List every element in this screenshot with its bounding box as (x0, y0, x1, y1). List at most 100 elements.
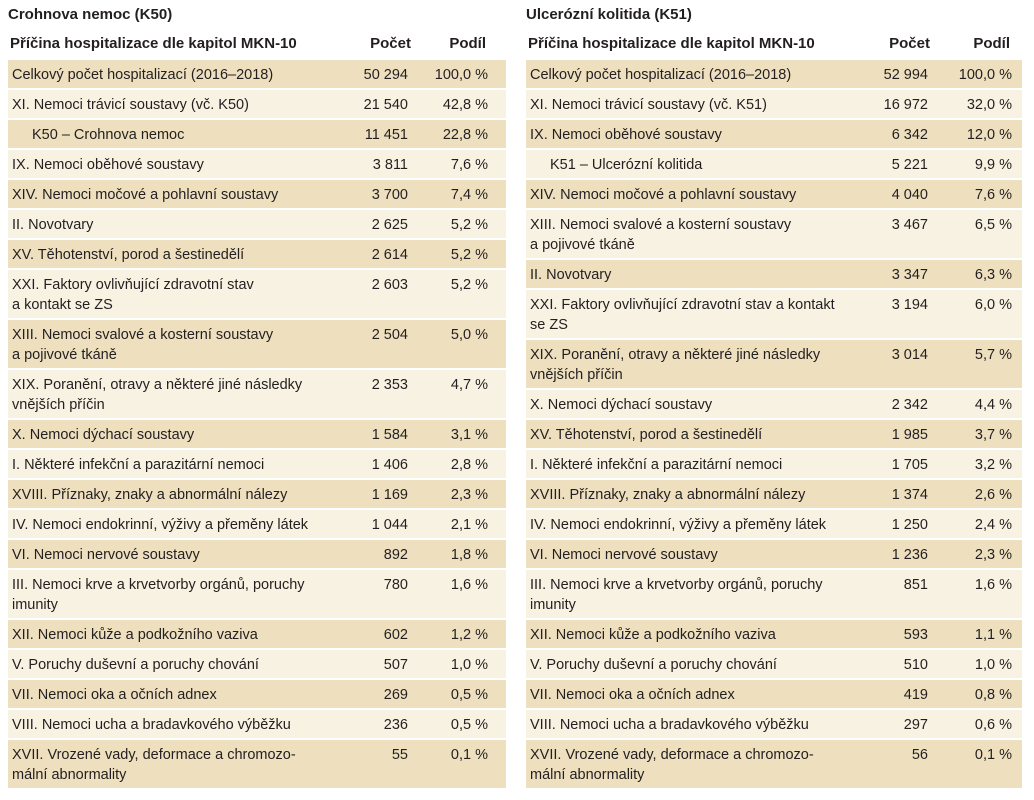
table-row: XII. Nemoci kůže a podkožního vaziva 602 1… (8, 620, 506, 650)
row-share: 1,8 % (450, 547, 488, 563)
row-label: XV. Těhotenství, porod a šestinedělí (12, 247, 245, 263)
row-share: 4,7 % (450, 377, 488, 393)
row-label: VII. Nemoci oka a očních adnex (530, 687, 735, 703)
row-label: XXI. Faktory ovlivňující zdravotní stav … (530, 297, 835, 333)
crohn-table-header: Příčina hospitalizace dle kapitol MKN-10… (8, 30, 506, 58)
row-share: 5,2 % (450, 247, 488, 263)
row-share: 5,0 % (450, 327, 488, 343)
row-count: 236 (383, 717, 408, 733)
table-row: VI. Nemoci nervové soustavy 1 236 2,3 % (526, 540, 1022, 570)
row-count: 52 994 (883, 67, 928, 83)
table-row: X. Nemoci dýchací soustavy 2 342 4,4 % (526, 390, 1022, 420)
row-label: XII. Nemoci kůže a podkožního vaziva (530, 627, 776, 643)
row-share: 1,6 % (450, 577, 488, 593)
table-row: XIV. Nemoci močové a pohlavní soustavy 4 … (526, 180, 1022, 210)
row-label: XIII. Nemoci svalové a kosterní soustavy… (12, 327, 274, 363)
row-count: 297 (903, 717, 928, 733)
header-count: Počet (889, 35, 930, 52)
row-count: 2 353 (371, 377, 408, 393)
row-share: 2,1 % (450, 517, 488, 533)
table-row: I. Některé infekční a parazitární nemoci… (526, 450, 1022, 480)
row-label: XIII. Nemoci svalové a kosterní soustavy… (530, 217, 792, 253)
table-row: XVIII. Příznaky, znaky a abnormální nále… (526, 480, 1022, 510)
header-share: Podíl (973, 35, 1010, 52)
row-share: 100,0 % (958, 67, 1012, 83)
row-label: VIII. Nemoci ucha a bradavkového výběžku (530, 717, 809, 733)
row-label: XIV. Nemoci močové a pohlavní soustavy (12, 187, 279, 203)
row-share: 3,7 % (974, 427, 1012, 443)
row-count: 510 (903, 657, 928, 673)
row-count: 892 (383, 547, 408, 563)
table-row: XXI. Faktory ovlivňující zdravotní stav … (8, 270, 506, 320)
table-row: II. Novotvary 3 347 6,3 % (526, 260, 1022, 290)
row-label: I. Některé infekční a parazitární nemoci (12, 457, 265, 473)
row-label: XVII. Vrozené vady, deformace a chromozo… (530, 747, 814, 783)
row-count: 780 (383, 577, 408, 593)
table-row: XIX. Poranění, otravy a některé jiné nás… (8, 370, 506, 420)
row-share: 0,1 % (974, 747, 1012, 763)
row-count: 2 342 (891, 397, 928, 413)
row-count: 1 169 (371, 487, 408, 503)
row-count: 419 (903, 687, 928, 703)
row-share: 7,6 % (974, 187, 1012, 203)
row-label: III. Nemoci krve a krvetvorby orgánů, po… (12, 577, 305, 613)
table-row: VIII. Nemoci ucha a bradavkového výběžku… (8, 710, 506, 740)
row-label: IX. Nemoci oběhové soustavy (530, 127, 722, 143)
row-count: 3 811 (372, 157, 408, 173)
table-row: I. Některé infekční a parazitární nemoci… (8, 450, 506, 480)
header-share: Podíl (449, 35, 486, 52)
row-count: 11 451 (364, 127, 408, 143)
row-label: V. Poruchy duševní a poruchy chování (12, 657, 259, 673)
crohn-table-body: Celkový počet hospitalizací (2016–2018) 5… (8, 60, 506, 790)
table-row: XV. Těhotenství, porod a šestinedělí 2 61… (8, 240, 506, 270)
table-row: XXI. Faktory ovlivňující zdravotní stav … (526, 290, 1022, 340)
table-row: XIV. Nemoci močové a pohlavní soustavy 3 … (8, 180, 506, 210)
table-row: Celkový počet hospitalizací (2016–2018) 5… (8, 60, 506, 90)
table-row: IV. Nemoci endokrinní, výživy a přeměny … (8, 510, 506, 540)
row-count: 1 584 (371, 427, 408, 443)
row-count: 2 614 (371, 247, 408, 263)
row-count: 3 014 (891, 347, 928, 363)
table-row: XII. Nemoci kůže a podkožního vaziva 593 1… (526, 620, 1022, 650)
row-share: 0,5 % (450, 687, 488, 703)
table-row: VII. Nemoci oka a očních adnex 419 0,8 % (526, 680, 1022, 710)
row-share: 100,0 % (434, 67, 488, 83)
row-share: 5,2 % (450, 217, 488, 233)
row-count: 3 194 (891, 297, 928, 313)
row-count: 602 (383, 627, 408, 643)
row-label: VI. Nemoci nervové soustavy (12, 547, 200, 563)
row-count: 2 625 (371, 217, 408, 233)
row-label: IV. Nemoci endokrinní, výživy a přeměny … (530, 517, 827, 533)
table-row: Celkový počet hospitalizací (2016–2018) 5… (526, 60, 1022, 90)
table-row: X. Nemoci dýchací soustavy 1 584 3,1 % (8, 420, 506, 450)
row-share: 1,0 % (974, 657, 1012, 673)
row-share: 7,4 % (450, 187, 488, 203)
row-label: XI. Nemoci trávicí soustavy (vč. K51) (530, 97, 767, 113)
table-row: IX. Nemoci oběhové soustavy 6 342 12,0 % (526, 120, 1022, 150)
row-share: 2,6 % (974, 487, 1012, 503)
row-label: II. Novotvary (12, 217, 94, 233)
row-count: 1 705 (891, 457, 928, 473)
row-count: 16 972 (883, 97, 928, 113)
row-share: 0,6 % (974, 717, 1012, 733)
table-row: V. Poruchy duševní a poruchy chování 507 1… (8, 650, 506, 680)
row-share: 3,1 % (450, 427, 488, 443)
row-share: 2,3 % (450, 487, 488, 503)
row-label: XIV. Nemoci močové a pohlavní soustavy (530, 187, 797, 203)
table-row: XVIII. Příznaky, znaky a abnormální nále… (8, 480, 506, 510)
uc-table-body: Celkový počet hospitalizací (2016–2018) 5… (526, 60, 1022, 790)
row-count: 3 347 (891, 267, 928, 283)
row-label: I. Některé infekční a parazitární nemoci (530, 457, 783, 473)
row-share: 3,2 % (974, 457, 1012, 473)
table-row: III. Nemoci krve a krvetvorby orgánů, po… (8, 570, 506, 620)
row-label: XII. Nemoci kůže a podkožního vaziva (12, 627, 258, 643)
row-count: 269 (383, 687, 408, 703)
row-count: 1 985 (891, 427, 928, 443)
row-share: 1,1 % (974, 627, 1012, 643)
table-row: IX. Nemoci oběhové soustavy 3 811 7,6 % (8, 150, 506, 180)
row-share: 42,8 % (442, 97, 488, 113)
row-share: 5,7 % (974, 347, 1012, 363)
table-row: XVII. Vrozené vady, deformace a chromozo… (526, 740, 1022, 790)
row-share: 6,0 % (974, 297, 1012, 313)
row-share: 9,9 % (974, 157, 1012, 173)
